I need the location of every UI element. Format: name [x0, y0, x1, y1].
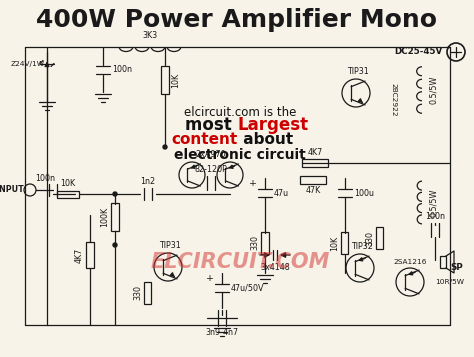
Bar — [161, 66, 169, 94]
Text: most: most — [185, 116, 238, 134]
Text: INPUT: INPUT — [0, 186, 24, 195]
Bar — [86, 242, 94, 268]
Text: 100u: 100u — [354, 188, 374, 197]
Bar — [440, 256, 446, 268]
Bar — [111, 203, 119, 231]
Text: Largest: Largest — [238, 116, 309, 134]
Bar — [261, 232, 269, 254]
Circle shape — [113, 243, 117, 247]
Text: 400W Power Amplifier Mono: 400W Power Amplifier Mono — [36, 8, 438, 32]
Bar — [300, 176, 326, 184]
Text: 330: 330 — [134, 286, 143, 301]
Text: 3K3: 3K3 — [143, 31, 157, 40]
Text: 3x4148: 3x4148 — [260, 263, 290, 272]
Text: 2xA970: 2xA970 — [196, 150, 226, 159]
Text: 3n9-4n7: 3n9-4n7 — [205, 328, 238, 337]
Bar — [57, 191, 79, 197]
Text: TIP32: TIP32 — [351, 242, 373, 251]
Text: +: + — [249, 179, 257, 188]
Text: content: content — [172, 132, 238, 147]
Text: Z24V/1W: Z24V/1W — [11, 61, 45, 67]
Text: 2BC2922: 2BC2922 — [390, 83, 396, 117]
Text: 330: 330 — [365, 231, 374, 246]
Text: 0.5/5W: 0.5/5W — [429, 188, 438, 217]
Text: 330: 330 — [250, 236, 259, 251]
Text: 10K: 10K — [61, 180, 75, 188]
Circle shape — [163, 145, 167, 149]
Circle shape — [113, 192, 117, 196]
Text: 47u: 47u — [274, 188, 289, 197]
Text: 0.5/5W: 0.5/5W — [429, 76, 438, 104]
Text: 4K7: 4K7 — [307, 148, 323, 157]
Text: 82-120P: 82-120P — [194, 165, 228, 174]
Text: 47K: 47K — [305, 186, 320, 195]
Text: 47u/50V: 47u/50V — [231, 283, 264, 292]
Text: 10R/5W: 10R/5W — [436, 279, 465, 285]
Text: DC25-45V: DC25-45V — [395, 47, 443, 56]
Text: 2SA1216: 2SA1216 — [393, 259, 427, 265]
Text: 10K: 10K — [330, 235, 339, 251]
Text: elcircuit.com is the: elcircuit.com is the — [184, 106, 296, 119]
Text: about: about — [238, 132, 293, 147]
Text: SP: SP — [451, 263, 464, 272]
Text: TIP31: TIP31 — [159, 241, 181, 250]
Text: electronic circuit: electronic circuit — [174, 148, 306, 162]
Text: +: + — [206, 274, 214, 283]
Text: 100n: 100n — [112, 65, 132, 75]
Text: TIP31: TIP31 — [347, 67, 369, 76]
Text: 100n: 100n — [35, 174, 55, 183]
Bar — [376, 227, 383, 249]
Bar — [341, 232, 348, 254]
Text: 10K: 10K — [171, 72, 180, 87]
Bar — [145, 282, 152, 304]
Text: 1n2: 1n2 — [140, 177, 155, 186]
Text: 100n: 100n — [425, 212, 445, 221]
Text: ELCIRCUIT.COM: ELCIRCUIT.COM — [150, 252, 330, 272]
Bar — [302, 159, 328, 167]
Text: 100K: 100K — [100, 207, 109, 227]
Text: 4K7: 4K7 — [75, 247, 84, 263]
